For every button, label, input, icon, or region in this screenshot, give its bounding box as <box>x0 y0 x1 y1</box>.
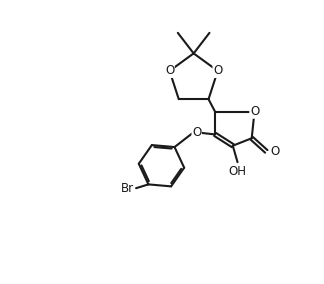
Text: O: O <box>250 105 259 118</box>
Text: OH: OH <box>228 165 247 178</box>
Text: O: O <box>192 126 201 139</box>
Text: O: O <box>213 64 222 78</box>
Text: O: O <box>165 64 174 78</box>
Text: Br: Br <box>122 182 134 195</box>
Text: O: O <box>270 145 279 158</box>
